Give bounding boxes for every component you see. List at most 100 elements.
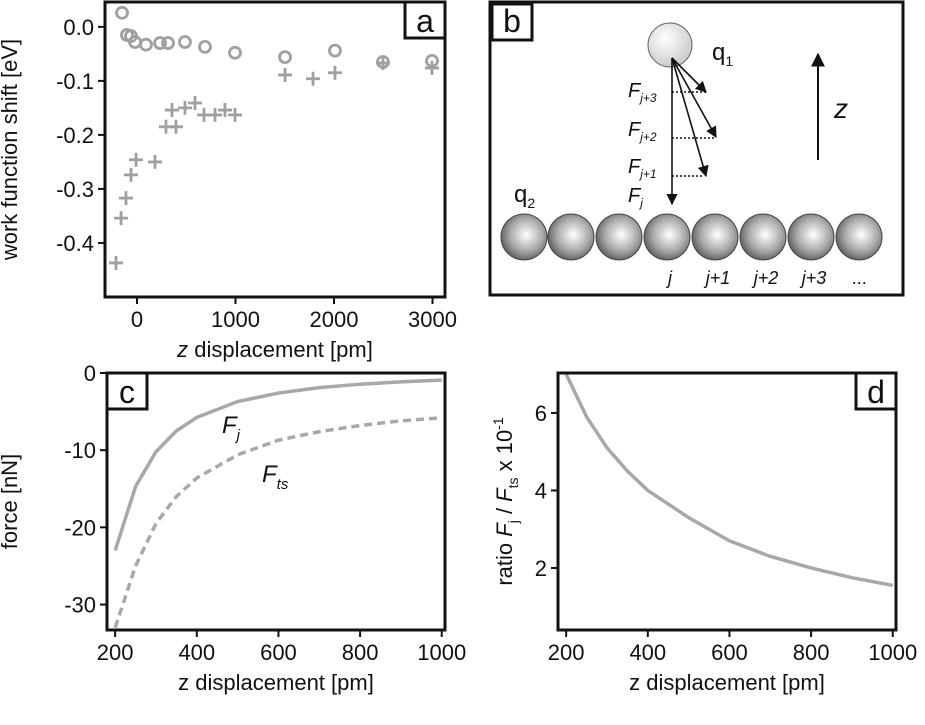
force-arrow [671, 57, 709, 178]
y-tick-label: -30 [64, 593, 96, 618]
plot-frame [556, 371, 898, 632]
point [169, 119, 184, 134]
atom [643, 213, 691, 261]
label-part: ts [505, 477, 521, 488]
point [109, 255, 124, 270]
point [208, 107, 223, 122]
force-label: Fj+2 [628, 119, 657, 144]
panel-label-box [403, 0, 447, 40]
label-part: F [492, 522, 517, 537]
z-label: z [833, 93, 848, 124]
atom [835, 213, 883, 261]
y-axis-label: work function shift [eV] [0, 39, 22, 261]
q2-text: q [514, 181, 527, 208]
force-text: F [628, 185, 642, 207]
chart-panel: 200 400 600 800 1000 0 -10 -20 -30 z displacement… [0, 361, 466, 695]
x-tick-label: 1000 [868, 640, 917, 665]
atom [547, 213, 595, 261]
point [148, 154, 163, 169]
label-part: z [176, 337, 188, 362]
y-tick-label: -10 [64, 438, 96, 463]
point [177, 100, 192, 115]
curve-label-sub: j [235, 427, 241, 444]
label-part: ratio [492, 537, 517, 586]
panel-label: d [867, 374, 885, 410]
point [161, 36, 175, 50]
x-axis-label: z displacement [pm] [176, 337, 373, 362]
atom-label: j [665, 268, 673, 288]
y-tick-label: -20 [64, 515, 96, 540]
panel-label-box [854, 371, 898, 411]
force-text: F [628, 80, 642, 102]
label-part: displacement [pm] [188, 337, 373, 362]
point [164, 103, 179, 118]
line [113, 416, 442, 629]
panel-label: b [503, 3, 521, 39]
x-tick-label: 600 [711, 640, 748, 665]
y-tick-label: 0.0 [63, 15, 94, 40]
force-sub: j [638, 196, 643, 210]
atom [739, 213, 787, 261]
atom-row: j j+1 j+2 j+3 ...Fj+3Fj+2Fj+1Fj [500, 80, 883, 288]
point [328, 43, 342, 58]
q1-label: q1 [712, 39, 733, 69]
x-tick-label: 600 [260, 640, 297, 665]
line [564, 373, 894, 588]
q1-text: q [712, 39, 725, 66]
x-tick-label: 800 [793, 640, 830, 665]
y-tick-label: 0 [84, 361, 96, 386]
diagram-frame [488, 0, 905, 297]
point [327, 65, 342, 80]
x-tick-label: 0 [131, 307, 143, 332]
plot-area [109, 5, 439, 270]
y-tick-label: 6 [535, 401, 547, 426]
y-axis-label: ratio Fj / Fts x 10-1 [490, 417, 521, 586]
atom-label: j+3 [799, 268, 827, 288]
point [375, 56, 390, 71]
point [306, 71, 321, 86]
point [139, 37, 153, 52]
point [228, 45, 242, 60]
force-arrows [666, 57, 717, 206]
atom-label: j+1 [703, 268, 731, 288]
point [278, 50, 292, 65]
curve-label-text: F [222, 412, 238, 439]
x-tick-label: 200 [97, 640, 134, 665]
x-tick-label: 400 [178, 640, 215, 665]
panel-label: c [119, 374, 135, 410]
x-axis-label: z displacement [pm] [629, 670, 825, 695]
label-part: -1 [490, 417, 506, 430]
x-tick-label: 400 [629, 640, 666, 665]
curve-label-sub: ts [277, 476, 289, 493]
line [113, 378, 442, 552]
force-arrow [671, 57, 707, 93]
atom [691, 213, 739, 261]
force-text: F [628, 156, 642, 178]
curve-label: Fts [262, 461, 289, 493]
x-tick-label: 200 [548, 640, 585, 665]
atom [595, 213, 643, 261]
label-part: / [492, 502, 517, 520]
x-tick-label: 1000 [417, 640, 466, 665]
force-sub: j+1 [638, 167, 656, 181]
point [198, 39, 212, 54]
q1-sub: 1 [725, 53, 733, 69]
y-tick-label: -0.3 [56, 177, 94, 202]
plot-area [113, 378, 442, 629]
y-tick-label: -0.4 [56, 231, 94, 256]
point [424, 60, 439, 75]
panel-label-box [105, 371, 149, 411]
chart-panel: 0 1000 2000 3000 0.0 -0.1 -0.2 -0.3 -0.4 z displa… [0, 0, 457, 362]
force-sub: j+3 [638, 91, 657, 105]
point [115, 5, 129, 20]
panel-label: a [416, 3, 434, 39]
atom-label: ... [852, 268, 867, 288]
atom-label: j+2 [751, 268, 779, 288]
x-tick-label: 2000 [310, 307, 359, 332]
force-text: F [628, 119, 642, 141]
force-label: Fj+3 [628, 80, 657, 105]
point [228, 107, 243, 122]
y-tick-label: -0.1 [56, 69, 94, 94]
curve-label: Fj [222, 412, 241, 444]
